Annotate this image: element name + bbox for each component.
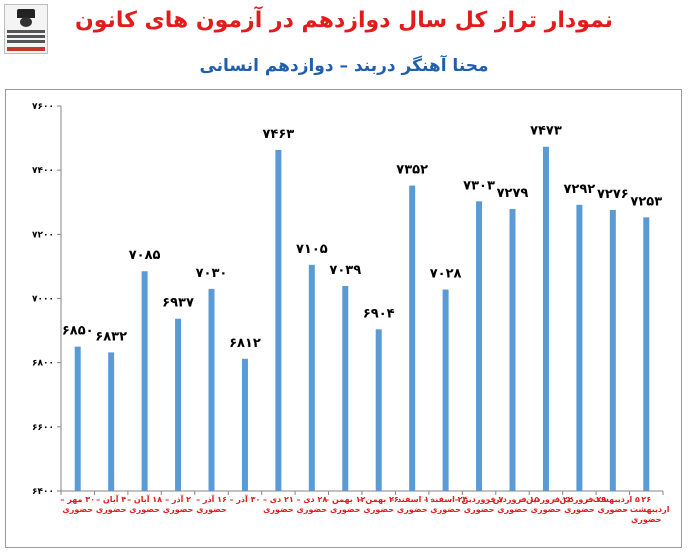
data-label: ۷۳۵۲ [396, 163, 428, 178]
bar [509, 208, 516, 492]
bar [576, 204, 583, 492]
x-tick-label: ۱۵ فروردین – [486, 495, 540, 504]
x-tick-label: ۱۰ اسفند – [390, 495, 434, 504]
data-label: ۶۸۳۲ [95, 329, 127, 344]
data-label: ۶۸۵۰ [62, 324, 94, 339]
y-tick-label: ۷۰۰۰ [32, 295, 54, 305]
chart-frame [5, 89, 682, 548]
y-tick-label: ۷۶۰۰ [32, 102, 54, 112]
x-tick-label: حضوری [196, 505, 227, 514]
bar [241, 358, 248, 491]
data-label: ۷۲۷۹ [497, 186, 529, 201]
y-tick-label: ۶۸۰۰ [32, 359, 54, 369]
data-label: ۷۱۰۵ [296, 242, 328, 257]
x-tick-label: حضوری [631, 515, 662, 524]
bar [542, 146, 549, 491]
x-tick-label: ۳۰ آذر – [230, 494, 261, 504]
chart-subtitle: محنا آهنگر دربند – دوازدهم انسانی [199, 56, 489, 76]
bar [342, 285, 349, 491]
data-label: ۶۹۰۴ [363, 306, 395, 321]
x-tick-label: ۱۲ بهمن – [325, 495, 365, 504]
x-tick-label: حضوری [464, 505, 495, 514]
x-tick-label: حضوری [430, 505, 461, 514]
x-tick-label: حضوری [330, 505, 361, 514]
x-tick-label: ۱۸ آبان – [127, 494, 162, 504]
x-tick-label: ۳۰ مهر – [60, 495, 95, 504]
data-label: ۷۰۸۵ [129, 248, 161, 263]
bar [108, 352, 115, 491]
data-label: ۷۳۰۳ [463, 178, 495, 193]
x-tick-label: حضوری [96, 505, 127, 514]
bar [643, 217, 650, 491]
data-label: ۷۰۲۸ [430, 267, 462, 282]
y-tick-label: ۶۴۰۰ [32, 487, 54, 497]
x-tick-label: حضوری [263, 505, 294, 514]
x-tick-label: ۲۴ اسفند – [424, 495, 468, 504]
data-label: ۷۲۷۶ [597, 187, 629, 202]
x-tick-label: ۲۸ دی – [296, 495, 327, 504]
x-tick-label: حضوری [297, 505, 328, 514]
bar [74, 346, 81, 491]
x-tick-label: ۲ آذر – [165, 494, 191, 504]
x-tick-label: حضوری [564, 505, 595, 514]
x-tick-label: ۲۹ فروردین – [553, 495, 607, 504]
bar [208, 288, 215, 491]
x-tick-label: حضوری [497, 505, 528, 514]
x-tick-label: ۵ اردیبهشت – [586, 495, 640, 504]
data-label: ۷۰۳۰ [196, 266, 228, 281]
data-label: ۶۹۳۷ [162, 296, 194, 311]
bar [375, 329, 382, 491]
x-tick-label: حضوری [163, 505, 194, 514]
x-tick-label: حضوری [363, 505, 394, 514]
x-tick-label: ۱۶ آذر – [196, 494, 227, 504]
bar [442, 289, 449, 491]
x-tick-label: ۲۲ فروردین – [519, 495, 573, 504]
data-label: ۷۲۹۲ [564, 182, 596, 197]
chart-title: نمودار تراز کل سال دوازدهم در آزمون های … [74, 8, 614, 33]
y-tick-label: ۶۶۰۰ [32, 423, 54, 433]
y-tick-label: ۷۴۰۰ [32, 166, 54, 176]
bar [275, 149, 282, 491]
data-label: ۷۲۵۳ [630, 194, 662, 209]
bar [609, 209, 616, 491]
x-tick-label: ۲۶ بهمن – [359, 495, 399, 504]
data-label: ۶۸۱۲ [229, 336, 261, 351]
x-tick-label: حضوری [531, 505, 562, 514]
data-label: ۷۴۷۳ [530, 124, 562, 139]
x-tick-label: حضوری [62, 505, 93, 514]
bars [74, 146, 650, 492]
x-tick-label: حضوری [598, 505, 629, 514]
bar [175, 318, 182, 491]
bar [308, 264, 315, 491]
x-tick-label: حضوری [129, 505, 160, 514]
logo [4, 4, 48, 54]
y-tick-label: ۷۲۰۰ [32, 230, 54, 240]
x-tick-label: ۲۱ دی – [263, 495, 294, 504]
x-tick-label: ۲۶ [641, 495, 651, 504]
x-tick-label: حضوری [397, 505, 428, 514]
x-tick-label: ۷ فروردین – [455, 495, 504, 504]
bar [476, 201, 483, 491]
data-label: ۷۰۳۹ [329, 263, 361, 278]
x-tick-label: اردیبهشت – [623, 505, 670, 514]
bar [409, 185, 416, 492]
data-label: ۷۴۶۳ [263, 127, 295, 142]
bar [141, 271, 148, 491]
x-tick-label: ۴ آبان – [96, 494, 126, 504]
